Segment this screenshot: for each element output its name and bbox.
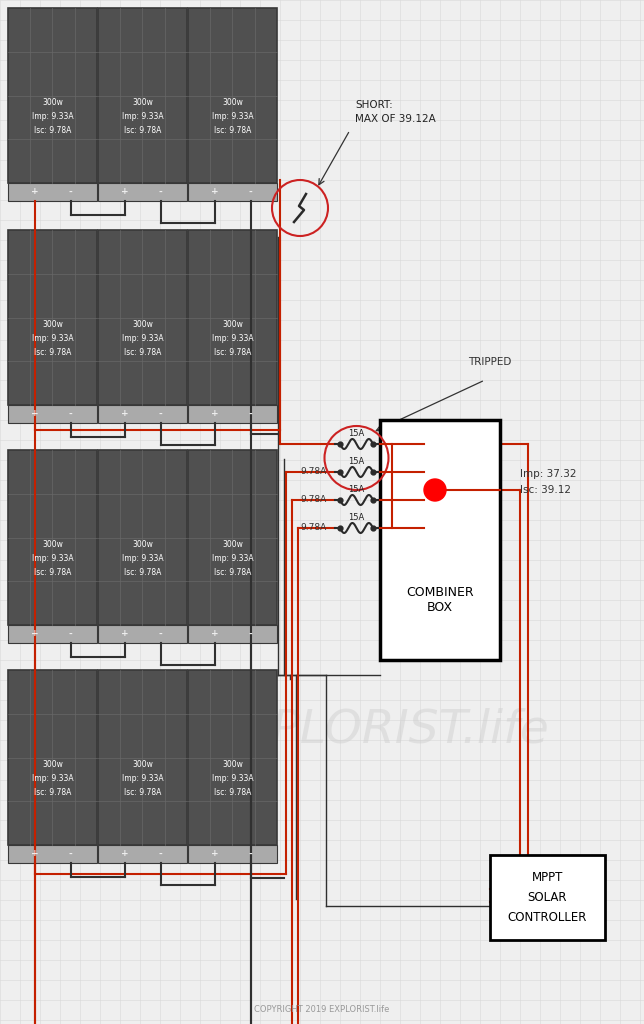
Bar	[8, 845, 97, 863]
Text: -: -	[158, 630, 162, 639]
Bar	[188, 625, 277, 643]
Text: 300w
Imp: 9.33A
Isc: 9.78A: 300w Imp: 9.33A Isc: 9.78A	[212, 540, 253, 577]
Circle shape	[424, 479, 446, 501]
Text: +: +	[31, 630, 39, 639]
Text: -: -	[158, 410, 162, 419]
Bar	[188, 230, 277, 406]
Text: 15A: 15A	[348, 513, 365, 522]
Text: MPPT
SOLAR
CONTROLLER: MPPT SOLAR CONTROLLER	[508, 871, 587, 924]
Text: +: +	[121, 850, 129, 858]
Text: +: +	[121, 630, 129, 639]
Bar	[98, 8, 187, 183]
Text: +: +	[211, 410, 218, 419]
Text: 300w
Imp: 9.33A
Isc: 9.78A: 300w Imp: 9.33A Isc: 9.78A	[122, 760, 164, 797]
Text: 300w
Imp: 9.33A
Isc: 9.78A: 300w Imp: 9.33A Isc: 9.78A	[32, 321, 73, 357]
Text: 300w
Imp: 9.33A
Isc: 9.78A: 300w Imp: 9.33A Isc: 9.78A	[32, 98, 73, 135]
Text: 300w
Imp: 9.33A
Isc: 9.78A: 300w Imp: 9.33A Isc: 9.78A	[122, 98, 164, 135]
Bar	[8, 670, 97, 845]
Bar	[188, 406, 277, 423]
Text: -: -	[249, 187, 252, 197]
Text: +: +	[211, 630, 218, 639]
Text: 9.78A: 9.78A	[301, 468, 327, 476]
Bar	[98, 183, 187, 201]
Text: 9.78A: 9.78A	[301, 496, 327, 505]
Bar	[380, 420, 500, 660]
Text: Imp: 37.32
Isc: 39.12: Imp: 37.32 Isc: 39.12	[520, 469, 576, 496]
Bar	[98, 670, 187, 845]
Bar	[188, 183, 277, 201]
Text: -: -	[68, 410, 72, 419]
Bar	[188, 450, 277, 625]
Text: 300w
Imp: 9.33A
Isc: 9.78A: 300w Imp: 9.33A Isc: 9.78A	[212, 321, 253, 357]
Text: 300w
Imp: 9.33A
Isc: 9.78A: 300w Imp: 9.33A Isc: 9.78A	[32, 540, 73, 577]
Text: +: +	[121, 410, 129, 419]
Text: TRIPPED: TRIPPED	[468, 357, 512, 367]
Text: 9.78A: 9.78A	[301, 523, 327, 532]
Text: -: -	[68, 630, 72, 639]
Text: COMBINER
BOX: COMBINER BOX	[406, 586, 474, 614]
Text: +: +	[31, 410, 39, 419]
Text: +: +	[31, 850, 39, 858]
Text: 300w
Imp: 9.33A
Isc: 9.78A: 300w Imp: 9.33A Isc: 9.78A	[212, 98, 253, 135]
Bar	[8, 230, 97, 406]
Text: EXPLORIST.life: EXPLORIST.life	[210, 708, 550, 753]
Text: -: -	[249, 630, 252, 639]
Text: -: -	[158, 187, 162, 197]
Text: 300w
Imp: 9.33A
Isc: 9.78A: 300w Imp: 9.33A Isc: 9.78A	[32, 760, 73, 797]
Text: 15A: 15A	[348, 485, 365, 495]
Text: +: +	[211, 187, 218, 197]
Text: -: -	[249, 410, 252, 419]
Text: 300w
Imp: 9.33A
Isc: 9.78A: 300w Imp: 9.33A Isc: 9.78A	[122, 540, 164, 577]
Text: 15A: 15A	[348, 429, 365, 438]
Bar	[8, 406, 97, 423]
Bar	[98, 450, 187, 625]
Bar	[8, 625, 97, 643]
Text: -: -	[68, 187, 72, 197]
Bar	[98, 230, 187, 406]
Bar	[8, 450, 97, 625]
Text: +: +	[121, 187, 129, 197]
Text: 15A: 15A	[348, 458, 365, 467]
Text: 300w
Imp: 9.33A
Isc: 9.78A: 300w Imp: 9.33A Isc: 9.78A	[122, 321, 164, 357]
Bar	[8, 8, 97, 183]
Bar	[98, 845, 187, 863]
Bar	[98, 625, 187, 643]
Bar	[188, 845, 277, 863]
Text: SHORT:
MAX OF 39.12A: SHORT: MAX OF 39.12A	[355, 100, 436, 124]
Text: -: -	[249, 850, 252, 858]
Text: COPYRIGHT 2019 EXPLORIST.life: COPYRIGHT 2019 EXPLORIST.life	[254, 1006, 390, 1015]
Bar	[98, 406, 187, 423]
Text: 300w
Imp: 9.33A
Isc: 9.78A: 300w Imp: 9.33A Isc: 9.78A	[212, 760, 253, 797]
Text: -: -	[158, 850, 162, 858]
Text: -: -	[68, 850, 72, 858]
Bar	[8, 183, 97, 201]
Bar	[490, 855, 605, 940]
Text: +: +	[211, 850, 218, 858]
Text: +: +	[31, 187, 39, 197]
Bar	[188, 670, 277, 845]
Bar	[188, 8, 277, 183]
